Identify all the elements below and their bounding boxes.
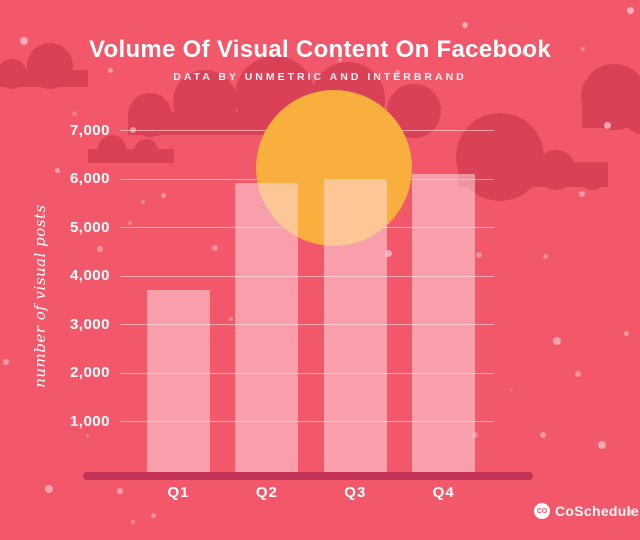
background-dot bbox=[45, 485, 53, 493]
chart-title: Volume Of Visual Content On Facebook bbox=[89, 36, 551, 63]
x-axis-line bbox=[83, 472, 533, 480]
coschedule-logo: CO CoSchedule bbox=[534, 501, 639, 521]
y-axis-title: number of visual posts bbox=[31, 204, 49, 388]
background-dot bbox=[338, 58, 342, 62]
background-dot bbox=[626, 6, 634, 14]
bar-q3 bbox=[323, 178, 387, 473]
gridline-4000 bbox=[120, 275, 494, 277]
coschedule-logo-icon: CO bbox=[534, 503, 550, 519]
x-axis-label-q3: Q3 bbox=[344, 484, 367, 501]
background-dot bbox=[20, 37, 28, 45]
background-dot bbox=[54, 167, 60, 173]
background-dot bbox=[384, 249, 392, 257]
background-dot bbox=[3, 359, 9, 365]
background-dot bbox=[462, 22, 468, 28]
x-axis-label-q4: Q4 bbox=[432, 484, 455, 501]
background-dot bbox=[579, 191, 585, 197]
background-dot bbox=[212, 245, 218, 251]
background-dot bbox=[394, 69, 400, 75]
background-dot bbox=[128, 221, 132, 225]
bar-q2 bbox=[235, 183, 299, 473]
cloud-top-left-icon bbox=[0, 43, 88, 89]
background-dot bbox=[553, 337, 561, 345]
x-axis-label-q2: Q2 bbox=[255, 484, 278, 501]
background-dot bbox=[581, 47, 585, 51]
bar-q4 bbox=[412, 173, 476, 473]
y-axis-tick-label: 2,000 bbox=[69, 364, 110, 381]
background-dot bbox=[476, 252, 482, 258]
background-dot bbox=[509, 387, 513, 391]
background-dot bbox=[117, 488, 123, 494]
coschedule-logo-text: CoSchedule bbox=[555, 503, 639, 519]
gridline-1000 bbox=[120, 421, 494, 422]
cloud-top-right-icon bbox=[581, 64, 640, 135]
background-dot bbox=[150, 512, 156, 518]
background-dot bbox=[627, 509, 633, 515]
y-axis-tick-label: 4,000 bbox=[69, 267, 110, 284]
background-dot bbox=[97, 246, 103, 252]
y-axis-tick-label: 3,000 bbox=[69, 315, 110, 333]
background-dot bbox=[131, 520, 135, 524]
x-axis-label-q1: Q1 bbox=[167, 484, 190, 501]
cloud-left-icon bbox=[88, 135, 174, 163]
y-axis-tick-label: 6,000 bbox=[69, 170, 110, 187]
background-dot bbox=[623, 330, 629, 336]
bar-q1 bbox=[147, 290, 210, 473]
background-dot bbox=[603, 121, 611, 129]
background-dot bbox=[575, 371, 581, 377]
y-axis-tick-label: 7,000 bbox=[69, 121, 110, 139]
background-dot bbox=[598, 441, 606, 449]
background-dot bbox=[229, 317, 233, 321]
gridline-3000 bbox=[120, 324, 494, 325]
background-dot bbox=[540, 432, 546, 438]
chart-subtitle: DATA BY UNMETRIC AND INTERBRAND bbox=[173, 71, 467, 83]
background-dot bbox=[107, 67, 113, 73]
background-dot bbox=[542, 253, 548, 259]
background-dot bbox=[520, 49, 526, 55]
y-axis-tick-label: 1,000 bbox=[69, 412, 110, 430]
background-dot bbox=[85, 433, 89, 437]
gridline-2000 bbox=[120, 372, 494, 374]
background-dot bbox=[141, 200, 145, 204]
background-dot bbox=[160, 192, 166, 198]
background-dot bbox=[71, 110, 77, 116]
y-axis-tick-label: 5,000 bbox=[69, 218, 110, 236]
